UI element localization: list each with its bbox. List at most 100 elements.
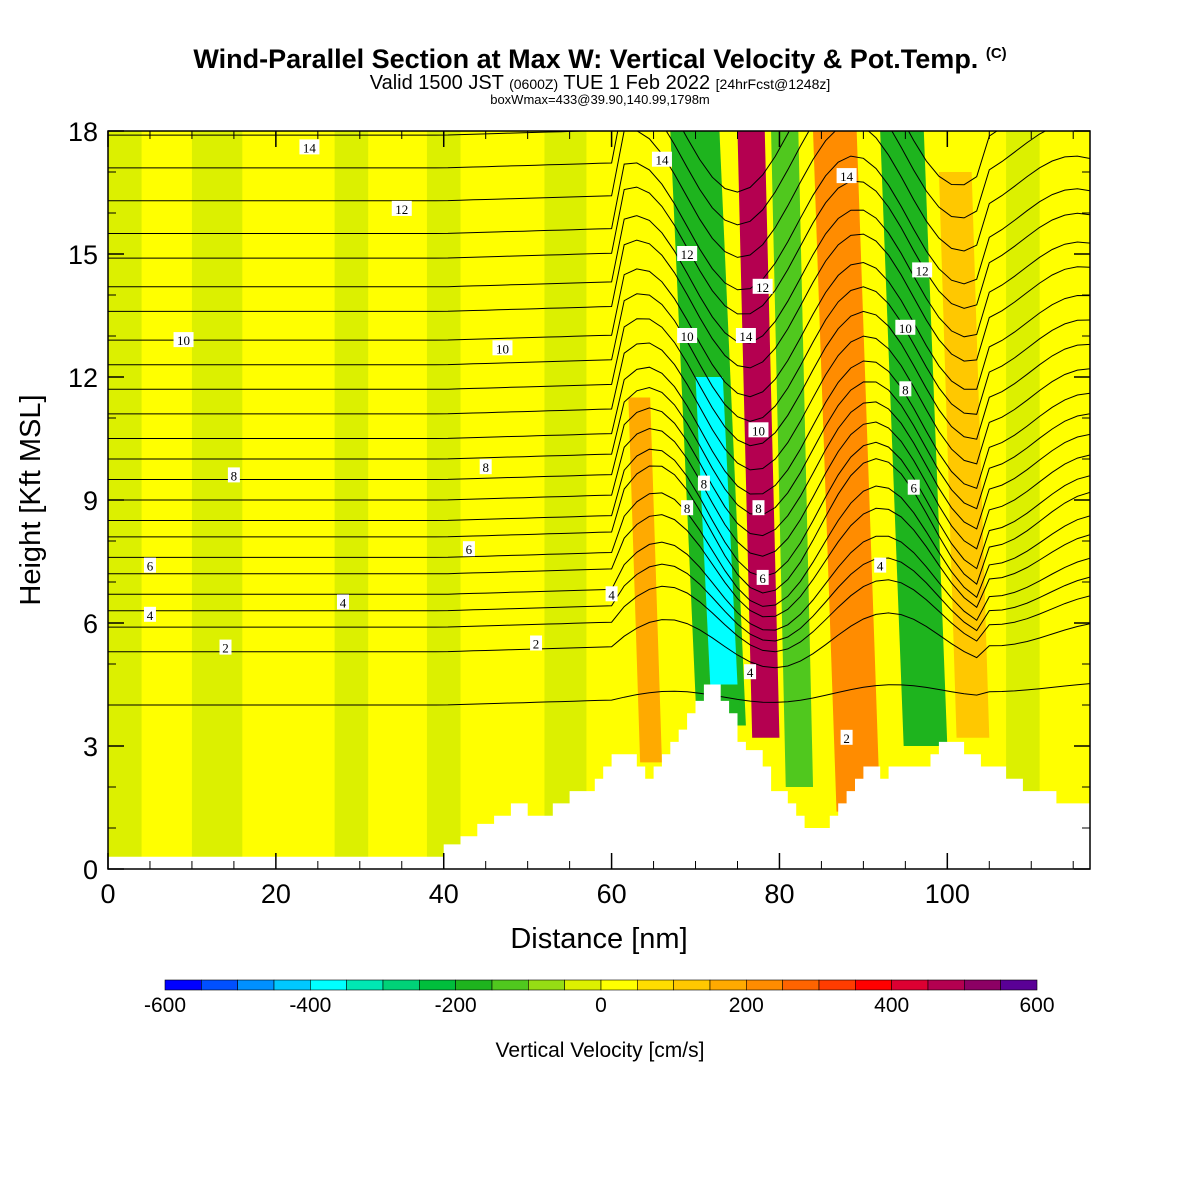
box-info: boxWmax=433@39.90,140.99,1798m: [490, 92, 710, 107]
theta-contour-line: [108, 381, 1090, 516]
theta-contour-line: [108, 286, 1090, 422]
contour-label-bg: [840, 729, 853, 745]
contour-label-text: 6: [910, 481, 917, 496]
contour-label-text: 4: [608, 587, 615, 602]
theta-contour-line: [108, 458, 1090, 594]
theta-contour-line: [108, 612, 1090, 669]
contour-label: 8: [899, 381, 912, 397]
theta-contour-line: [108, 441, 1090, 578]
forecast-info: [24hrFcst@1248z]: [715, 76, 831, 92]
contour-label: 6: [756, 569, 769, 586]
y-tick-label: 18: [68, 117, 98, 147]
theta-contour-line: [108, 401, 1090, 537]
contour-label: 8: [752, 500, 765, 516]
y-axis-title: Height [Kft MSL]: [15, 394, 47, 605]
theta-contour-line: [108, 131, 998, 193]
contour-label-bg: [219, 639, 232, 655]
colorbar-swatch: [637, 979, 674, 991]
vertical-velocity-cell: [880, 131, 948, 746]
contour-label-text: 4: [147, 608, 154, 623]
colorbar-swatch: [818, 979, 856, 991]
terrain: [108, 684, 1090, 869]
theta-contour-line: [108, 335, 1090, 471]
contour-label-bg: [173, 332, 194, 348]
contour-label: 10: [173, 332, 194, 348]
title-mark: (C): [985, 45, 1007, 62]
contour-label: 2: [530, 635, 543, 652]
chart-title-text: Wind-Parallel Section at Max W: Vertical…: [193, 44, 979, 74]
x-tick-label: 80: [764, 879, 794, 909]
colorbar-tick-label: -200: [435, 994, 477, 1017]
axes: 0 20 40 60 80 100 0 3 6 9 12 15 18: [68, 117, 1091, 909]
contour-label-text: 6: [147, 559, 154, 574]
contour-label-bg: [895, 319, 916, 335]
contour-label: 4: [744, 664, 757, 680]
contour-label: 12: [677, 246, 698, 262]
y-tick-label: 0: [83, 855, 98, 885]
contour-label-text: 10: [752, 423, 765, 438]
contour-label-text: 10: [899, 321, 912, 336]
colorbar-swatch: [964, 979, 1001, 991]
contour-label: 14: [735, 328, 756, 344]
contour-label-text: 6: [466, 542, 473, 557]
contour-label: 4: [143, 606, 156, 623]
theta-contour-line: [108, 131, 1047, 226]
colorbar-swatch: [782, 979, 820, 991]
vertical-velocity-cell: [771, 131, 814, 787]
contour-label: 6: [143, 557, 156, 574]
theta-contour-line: [108, 683, 1090, 706]
contour-label-bg: [748, 422, 769, 438]
theta-contour-line: [108, 421, 1090, 557]
contour-label-bg: [462, 541, 475, 557]
colorbar-swatch: [491, 979, 529, 991]
valid-zulu: (0600Z): [509, 76, 559, 92]
contour-label-bg: [492, 340, 513, 356]
theta-contour-line: [108, 261, 1090, 398]
contour-label: 8: [681, 500, 694, 516]
contour-label-text: 14: [840, 169, 854, 184]
colorbar-swatch: [528, 979, 565, 991]
terrain-profile: [108, 684, 1090, 869]
colorbar-swatch: [855, 979, 892, 991]
colorbar-tick-label: 0: [595, 994, 607, 1017]
contour-label-bg: [697, 475, 710, 491]
colorbar-swatch: [201, 979, 238, 991]
contour-label-bg: [752, 500, 765, 516]
colorbar-swatch: [237, 979, 275, 991]
valid-time: Valid 1500 JST: [369, 72, 504, 94]
theta-contour-line: [108, 209, 1090, 344]
chart-title: Wind-Parallel Section at Max W: Vertical…: [0, 44, 1200, 75]
colorbar-swatch: [709, 979, 747, 991]
contour-label-text: 8: [902, 382, 909, 397]
contour-label-bg: [912, 262, 933, 278]
contour-label-bg: [143, 606, 156, 622]
x-tick-label: 20: [261, 879, 291, 909]
contour-label: 14: [299, 139, 320, 155]
contour-label: 2: [219, 639, 232, 656]
contour-label: 4: [605, 586, 618, 602]
contour-label-bg: [337, 594, 350, 610]
colorbar-swatch: [346, 979, 384, 991]
contour-label-bg: [744, 664, 757, 680]
contour-label-bg: [899, 381, 912, 397]
contour-label-text: 12: [395, 202, 408, 217]
y-tick-label: 9: [83, 486, 98, 516]
x-tick-label: 0: [100, 879, 115, 909]
contour-label-text: 14: [303, 140, 317, 155]
y-tick-label: 3: [83, 732, 98, 762]
contour-label: 8: [227, 467, 240, 483]
colorbar-swatch: [310, 979, 347, 991]
colorbar-tick-label: 600: [1019, 994, 1054, 1017]
contour-label-bg: [227, 467, 240, 483]
contour-label: 8: [479, 459, 492, 475]
colorbar-swatch: [1000, 979, 1038, 991]
valid-date: TUE 1 Feb 2022: [563, 72, 711, 94]
colorbar-swatch: [746, 979, 783, 991]
colorbar-swatch: [673, 979, 711, 991]
chart-subtitle: Valid 1500 JST (0600Z) TUE 1 Feb 2022 [2…: [0, 72, 1200, 95]
contour-label-text: 12: [756, 280, 769, 295]
contour-label: 6: [462, 541, 475, 557]
theta-contour-line: [108, 360, 1090, 495]
contour-label-bg: [756, 569, 769, 585]
contour-label-text: 4: [747, 665, 754, 680]
